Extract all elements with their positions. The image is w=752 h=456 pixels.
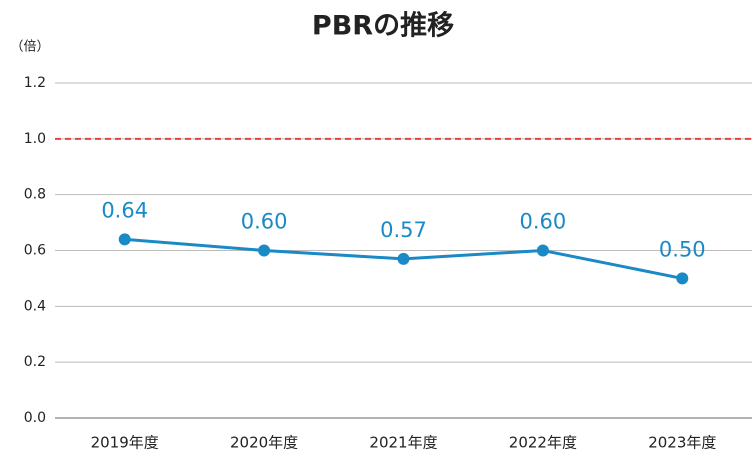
x-tick-label: 2023年度 <box>648 434 716 452</box>
y-tick-label: 1.0 <box>24 131 46 147</box>
point <box>536 244 549 257</box>
data-label: 0.60 <box>520 210 567 234</box>
data-label: 0.50 <box>659 237 706 261</box>
x-tick-label: 2020年度 <box>230 434 298 452</box>
y-tick-label: 0.0 <box>24 410 46 426</box>
chart-title: PBRの推移 <box>312 11 454 42</box>
point <box>258 244 271 257</box>
y-tick-label: 0.6 <box>24 243 46 259</box>
y-tick-label: 1.2 <box>24 75 46 91</box>
point <box>118 233 131 246</box>
x-tick-label: 2021年度 <box>369 434 437 452</box>
data-label: 0.60 <box>241 210 288 234</box>
point <box>676 272 689 285</box>
x-tick-label: 2022年度 <box>509 434 577 452</box>
y-tick-label: 0.2 <box>24 354 46 370</box>
data-label: 0.64 <box>101 198 148 222</box>
point <box>397 252 410 265</box>
x-tick-label: 2019年度 <box>91 434 159 452</box>
y-tick-label: 0.4 <box>24 298 46 314</box>
y-unit: （倍） <box>10 40 49 55</box>
data-label: 0.57 <box>380 218 427 242</box>
y-tick-label: 0.8 <box>24 187 46 203</box>
